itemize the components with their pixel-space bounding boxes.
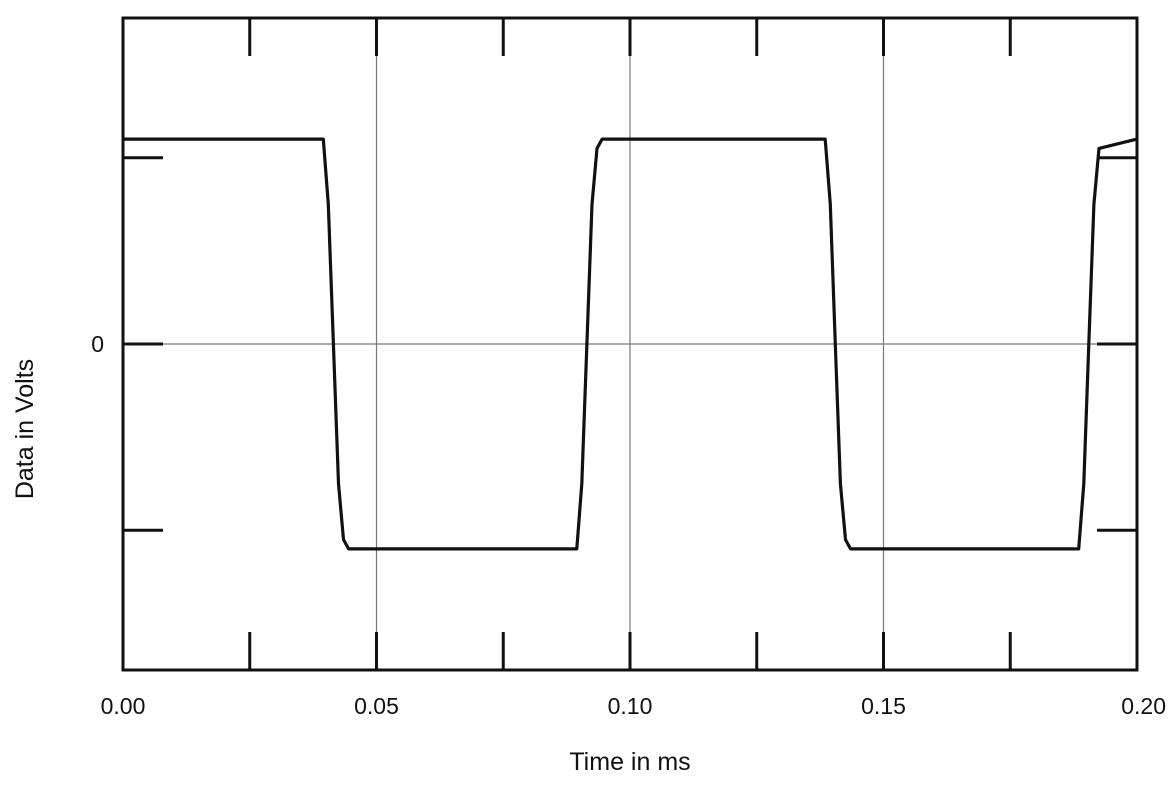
x-tick-label: 0.05: [354, 693, 399, 719]
y-axis-title: Data in Volts: [11, 359, 39, 499]
y-tick-label: 0: [91, 331, 104, 357]
x-axis-title: Time in ms: [569, 748, 690, 776]
x-tick-label: 0.15: [861, 693, 906, 719]
label-layer: 0.00 0.05 0.10 0.15 0.20 0: [91, 331, 1166, 719]
tick-layer: [123, 18, 1137, 670]
waveform-line: [123, 137, 1138, 551]
grid-layer: [123, 18, 1137, 670]
plot-frame: [121, 16, 1139, 672]
series-layer: [123, 137, 1138, 551]
x-tick-label: 0.10: [608, 693, 653, 719]
x-tick-label: 0.20: [1121, 693, 1166, 719]
x-tick-label: 0.00: [101, 693, 146, 719]
